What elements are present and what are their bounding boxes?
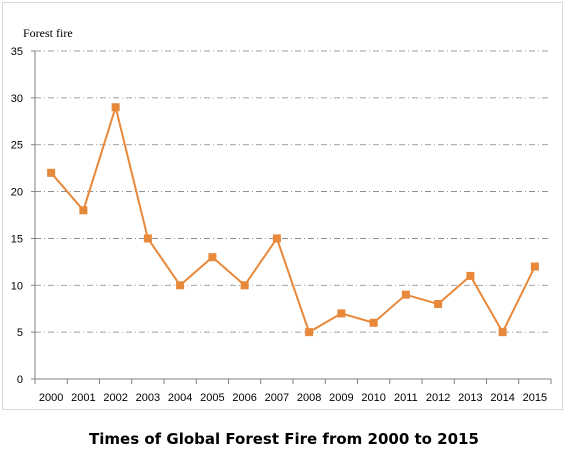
chart-frame xyxy=(2,2,563,410)
x-tick-label-2011: 2011 xyxy=(394,392,418,404)
x-tick-label-2012: 2012 xyxy=(426,392,450,404)
data-point-2014 xyxy=(498,328,507,337)
x-tick-label-2014: 2014 xyxy=(490,392,514,404)
series-line-0 xyxy=(50,106,536,334)
x-tick-label-2004: 2004 xyxy=(168,392,192,404)
x-tick-label-2009: 2009 xyxy=(329,392,353,404)
y-tick-label-35: 35 xyxy=(11,46,23,58)
data-point-2015 xyxy=(530,262,539,271)
x-tick-label-2000: 2000 xyxy=(39,392,63,404)
data-point-2007 xyxy=(272,234,281,243)
x-tick-label-2002: 2002 xyxy=(103,392,127,404)
series-group xyxy=(47,103,539,337)
y-tick-label-5: 5 xyxy=(17,327,23,339)
gridlines xyxy=(35,50,551,333)
data-point-2000 xyxy=(47,168,56,177)
data-point-2006 xyxy=(240,281,249,290)
x-tick-labels: 2000 2001 2002 2003 2004 2005 2006 2007 2008 2009… xyxy=(39,392,547,404)
chart-title: Times of Global Forest Fire from 2000 to… xyxy=(89,430,479,448)
data-point-2005 xyxy=(208,253,217,262)
y-tick-label-20: 20 xyxy=(11,187,23,199)
x-tick-label-2006: 2006 xyxy=(232,392,256,404)
y-tick-label-30: 30 xyxy=(11,93,23,105)
data-point-2001 xyxy=(79,206,88,215)
data-point-2003 xyxy=(143,234,152,243)
y-tick-label-10: 10 xyxy=(11,280,23,292)
x-tick-label-2010: 2010 xyxy=(361,392,385,404)
data-point-2011 xyxy=(401,290,410,299)
y-tick-labels: 0 5 10 15 20 25 30 35 xyxy=(11,46,23,386)
x-tick-label-2013: 2013 xyxy=(458,392,482,404)
x-tick-label-2003: 2003 xyxy=(136,392,160,404)
x-tick-label-2005: 2005 xyxy=(200,392,224,404)
x-tick-label-2008: 2008 xyxy=(297,392,321,404)
data-point-2008 xyxy=(305,328,314,337)
data-point-2010 xyxy=(369,318,378,327)
data-point-2009 xyxy=(337,309,346,318)
y-tick-label-25: 25 xyxy=(11,140,23,152)
data-point-2013 xyxy=(466,271,475,280)
y-tick-label-0: 0 xyxy=(17,374,23,386)
x-tick-label-2015: 2015 xyxy=(523,392,547,404)
axes xyxy=(31,50,552,384)
y-tick-label-15: 15 xyxy=(11,233,23,245)
data-point-2004 xyxy=(176,281,185,290)
y-axis-label: Forest fire xyxy=(23,26,73,40)
data-point-2012 xyxy=(434,300,443,309)
x-tick-label-2007: 2007 xyxy=(265,392,289,404)
x-tick-label-2001: 2001 xyxy=(71,392,95,404)
data-point-2002 xyxy=(111,103,120,112)
